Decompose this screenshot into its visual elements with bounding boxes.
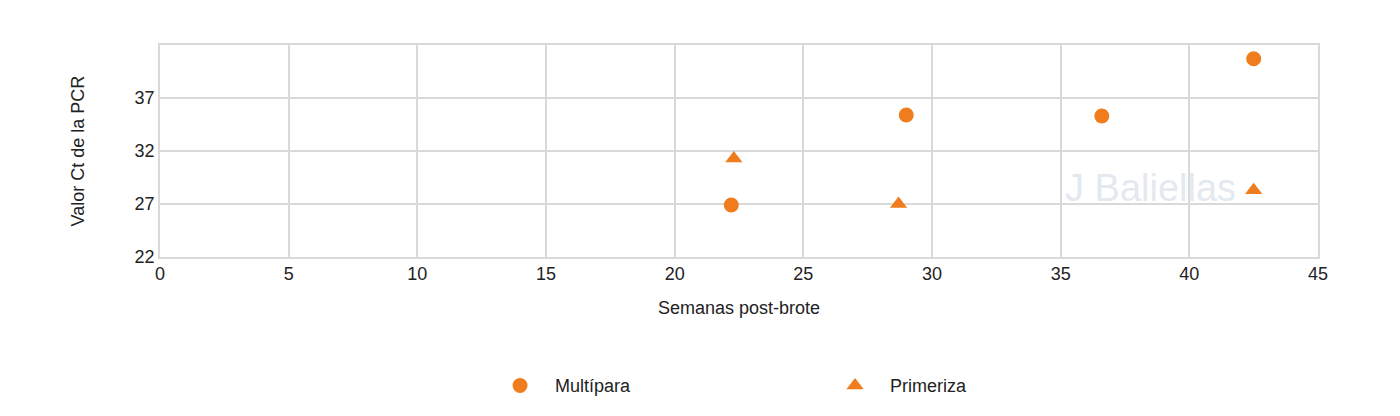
svg-text:32: 32 [135, 141, 155, 161]
svg-text:45: 45 [1308, 264, 1328, 284]
svg-text:22: 22 [135, 247, 155, 267]
svg-text:Primeriza: Primeriza [890, 376, 967, 396]
svg-text:37: 37 [135, 88, 155, 108]
svg-text:25: 25 [793, 264, 813, 284]
svg-text:15: 15 [536, 264, 556, 284]
svg-text:10: 10 [407, 264, 427, 284]
svg-text:27: 27 [135, 194, 155, 214]
svg-text:20: 20 [665, 264, 685, 284]
svg-text:40: 40 [1179, 264, 1199, 284]
svg-text:J Baliellas: J Baliellas [1065, 167, 1236, 209]
svg-text:30: 30 [922, 264, 942, 284]
svg-text:0: 0 [155, 264, 165, 284]
svg-text:Semanas post-brote: Semanas post-brote [658, 298, 820, 318]
svg-text:Multípara: Multípara [555, 376, 631, 396]
svg-text:Valor Ct de la PCR: Valor Ct de la PCR [68, 76, 88, 227]
svg-text:5: 5 [284, 264, 294, 284]
svg-text:35: 35 [1051, 264, 1071, 284]
